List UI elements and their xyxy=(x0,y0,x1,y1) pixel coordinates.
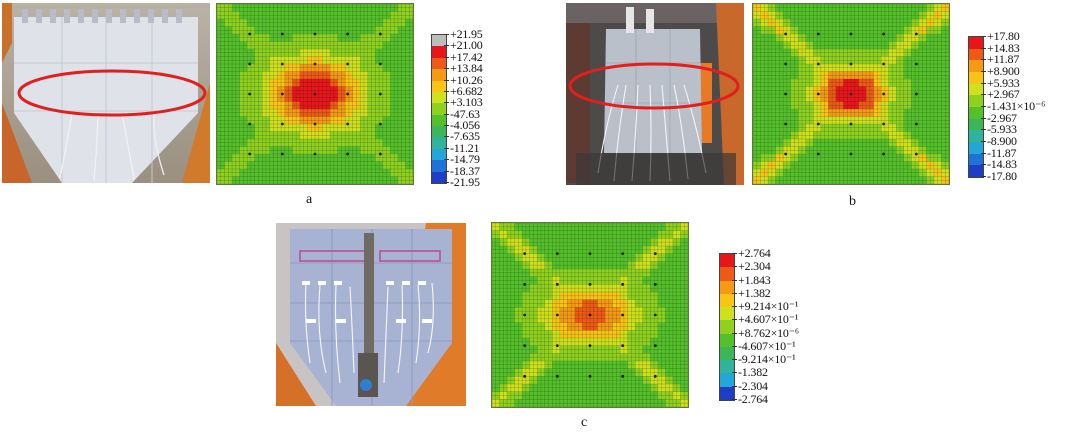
legend-a: +21.95 +21.00 +17.42 +13.84 +10.26 +6.682 +3.1… xyxy=(431,28,521,188)
legend-swatch xyxy=(432,69,446,81)
legend-swatch xyxy=(432,171,446,183)
legend-label: +1.382 xyxy=(732,287,771,299)
legend-swatch xyxy=(969,153,983,166)
legend-swatch xyxy=(720,307,734,321)
legend-b: +17.80 +14.83 +11.87 +8.900 +5.933 +2.967 -1.4… xyxy=(968,30,1078,182)
legend-swatch xyxy=(720,333,734,347)
fem-contour-a xyxy=(216,3,414,185)
legend-c-colorbar xyxy=(719,253,735,401)
legend-label: -17.80 xyxy=(981,170,1017,182)
legend-swatch xyxy=(432,103,446,115)
photo-a xyxy=(2,3,210,183)
legend-swatch xyxy=(432,46,446,58)
legend-label: -2.764 xyxy=(732,393,768,405)
legend-label: +4.607×10⁻¹ xyxy=(732,313,798,325)
legend-label: -4.607×10⁻¹ xyxy=(732,340,796,352)
fem-contour-b xyxy=(752,3,950,185)
legend-label: +6.682 xyxy=(444,85,483,97)
legend-swatch xyxy=(969,83,983,96)
caption-c: c xyxy=(581,415,588,430)
legend-label: +8.900 xyxy=(981,65,1020,77)
legend-label: -8.900 xyxy=(981,135,1017,147)
legend-swatch xyxy=(969,118,983,131)
legend-label: +11.87 xyxy=(981,53,1019,65)
legend-swatch xyxy=(969,60,983,72)
caption-a: a xyxy=(306,192,313,207)
legend-swatch xyxy=(969,130,983,142)
legend-label: -11.87 xyxy=(981,147,1017,159)
legend-swatch xyxy=(720,280,734,294)
legend-label: +2.764 xyxy=(732,247,771,259)
photo-c xyxy=(276,223,466,406)
legend-label: +2.304 xyxy=(732,260,771,272)
legend-label: -9.214×10⁻¹ xyxy=(732,353,796,365)
legend-swatch xyxy=(432,137,446,149)
legend-label: +14.83 xyxy=(981,42,1020,54)
legend-label: +13.84 xyxy=(444,62,483,74)
legend-a-colorbar xyxy=(431,34,447,184)
legend-swatch xyxy=(432,126,446,138)
legend-swatch xyxy=(969,71,983,84)
legend-label: +10.26 xyxy=(444,74,483,86)
legend-swatch xyxy=(432,80,446,92)
legend-label: +8.762×10⁻⁶ xyxy=(732,327,799,339)
legend-label: -1.382 xyxy=(732,366,768,378)
legend-label: -1.431×10⁻⁶ xyxy=(981,100,1045,112)
legend-swatch xyxy=(432,35,446,47)
legend-label: -2.304 xyxy=(732,380,768,392)
legend-swatch xyxy=(720,293,734,308)
legend-swatch xyxy=(969,37,983,49)
legend-label: +9.214×10⁻¹ xyxy=(732,300,798,312)
legend-swatch xyxy=(969,48,983,61)
legend-label: -14.79 xyxy=(444,153,480,165)
legend-label: -5.933 xyxy=(981,123,1017,135)
legend-label: -21.95 xyxy=(444,176,480,188)
legend-swatch xyxy=(720,320,734,334)
legend-swatch xyxy=(432,57,446,70)
legend-swatch xyxy=(432,160,446,172)
caption-b: b xyxy=(849,194,856,209)
legend-swatch xyxy=(432,114,446,126)
legend-label: -2.967 xyxy=(981,112,1017,124)
legend-label: -18.37 xyxy=(444,165,480,177)
legend-swatch xyxy=(720,373,734,387)
legend-swatch xyxy=(969,141,983,154)
photo-b xyxy=(566,3,744,185)
legend-label: +3.103 xyxy=(444,96,483,108)
legend-swatch xyxy=(720,346,734,361)
legend-swatch xyxy=(432,148,446,161)
legend-label: -4.056 xyxy=(444,119,480,131)
legend-label: +21.00 xyxy=(444,39,483,51)
legend-swatch xyxy=(969,95,983,107)
legend-swatch xyxy=(720,267,734,281)
legend-label: -14.83 xyxy=(981,158,1017,170)
legend-swatch xyxy=(432,91,446,104)
legend-label: -47.63 xyxy=(444,108,480,120)
legend-label: +1.843 xyxy=(732,274,771,286)
legend-label: +17.42 xyxy=(444,51,483,63)
legend-label: +2.967 xyxy=(981,88,1020,100)
legend-swatch xyxy=(720,386,734,400)
legend-label: -7.635 xyxy=(444,130,480,142)
fem-contour-c xyxy=(491,222,689,408)
legend-swatch xyxy=(969,165,983,177)
legend-label: +17.80 xyxy=(981,30,1020,42)
legend-swatch xyxy=(720,254,734,268)
legend-swatch xyxy=(969,106,983,119)
legend-swatch xyxy=(720,360,734,374)
legend-label: +21.95 xyxy=(444,28,483,40)
legend-c: +2.764 +2.304 +1.843 +1.382 +9.214×10⁻¹ +4.60… xyxy=(719,247,839,405)
legend-label: -11.21 xyxy=(444,142,480,154)
legend-label: +5.933 xyxy=(981,77,1020,89)
